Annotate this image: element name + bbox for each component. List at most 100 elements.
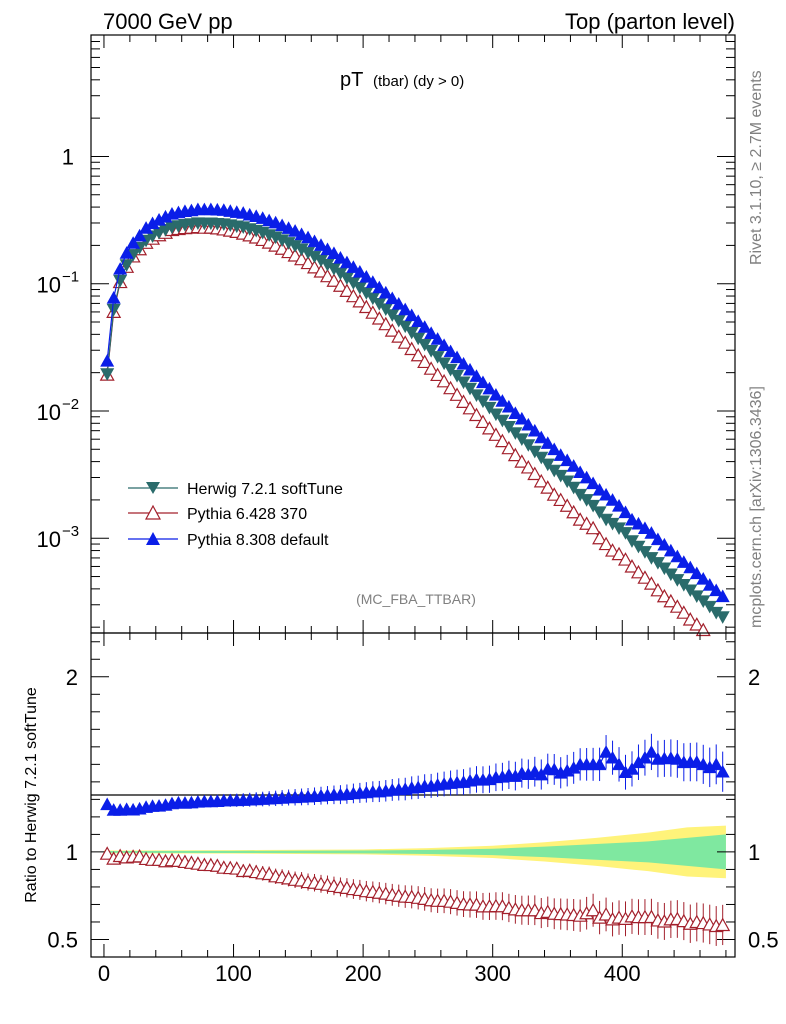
data-point-pythia6 [384, 323, 400, 337]
data-point-pythia8 [437, 338, 452, 351]
legend-entry-herwig: Herwig 7.2.1 softTune [128, 481, 343, 498]
data-point-pythia8 [650, 532, 665, 546]
data-point-pythia6 [358, 299, 374, 314]
data-point-pythia6 [449, 387, 465, 401]
data-point-pythia8 [313, 238, 329, 251]
data-point-pythia6 [501, 440, 517, 455]
data-point-pythia8 [644, 526, 659, 539]
ratio-point-pythia8 [612, 757, 627, 771]
data-point-pythia6 [514, 454, 530, 468]
x-tick-label: 200 [345, 961, 382, 986]
data-point-pythia6 [494, 433, 510, 448]
data-point-pythia8 [560, 453, 575, 467]
data-point-pythia8 [339, 255, 354, 269]
data-point-herwig [100, 368, 115, 381]
analysis-tag: (MC_FBA_TTBAR) [356, 591, 476, 607]
data-point-pythia8 [443, 344, 458, 358]
data-point-pythia8 [709, 583, 724, 597]
data-point-pythia8 [385, 291, 400, 305]
data-point-pythia6 [630, 564, 646, 579]
data-point-pythia6 [617, 552, 634, 566]
ratio-uncertainty-band [103, 825, 726, 879]
data-point-herwig [450, 369, 465, 383]
series-pythia6 [99, 219, 711, 637]
data-point-pythia6 [397, 335, 413, 349]
ratio-point-pythia6 [715, 917, 731, 932]
data-point-herwig [463, 382, 478, 396]
ratio-y-axis-label: Ratio to Herwig 7.2.1 softTune [23, 687, 40, 903]
data-point-pythia6 [443, 380, 459, 395]
data-point-pythia6 [611, 546, 627, 561]
main-y-tick-label: 1 [62, 144, 74, 169]
ratio-y-tick-label-right: 2 [748, 665, 760, 690]
data-point-pythia8 [612, 498, 627, 512]
ratio-point-pythia8 [599, 745, 614, 758]
ratio-axis-ticks [91, 633, 735, 958]
data-point-pythia8 [469, 369, 484, 382]
data-point-pythia8 [404, 308, 419, 322]
data-point-pythia6 [300, 255, 316, 270]
data-point-herwig [715, 611, 730, 624]
data-point-pythia6 [592, 530, 608, 545]
ratio-point-pythia6 [598, 907, 614, 921]
data-point-pythia8 [119, 246, 134, 259]
data-point-pythia6 [404, 341, 420, 356]
data-point-herwig [560, 475, 575, 489]
data-point-herwig [501, 421, 516, 434]
legend-marker-pythia6 [144, 504, 162, 520]
ratio-series-pythia8 [100, 733, 730, 816]
data-point-pythia8 [106, 290, 121, 304]
data-point-pythia8 [475, 375, 490, 389]
ratio-y-tick-label: 2 [66, 665, 78, 690]
data-point-pythia8 [501, 399, 516, 413]
data-point-pythia6 [682, 612, 698, 626]
ratio-point-pythia8 [624, 762, 639, 775]
data-point-pythia6 [553, 492, 569, 507]
ratio-y-tick-label: 1 [66, 840, 78, 865]
ratio-y-tick-label: 0.5 [47, 927, 78, 952]
data-point-pythia6 [585, 520, 601, 535]
data-point-pythia8 [663, 543, 678, 557]
data-point-pythia8 [391, 297, 406, 310]
data-point-herwig [437, 357, 452, 371]
data-point-pythia8 [702, 578, 717, 591]
data-point-pythia8 [689, 566, 704, 580]
data-point-pythia6 [475, 414, 491, 429]
data-point-pythia8 [599, 487, 614, 501]
data-point-pythia6 [313, 264, 329, 278]
data-point-herwig [521, 439, 536, 452]
data-point-pythia6 [650, 582, 666, 597]
data-point-pythia6 [319, 268, 335, 283]
ratio-band-inner [103, 834, 726, 870]
main-series [99, 202, 730, 637]
ratio-series-pythia6 [99, 846, 731, 946]
data-point-pythia8 [521, 417, 536, 431]
data-point-pythia8 [670, 549, 685, 563]
data-point-pythia6 [488, 427, 504, 441]
data-point-pythia6 [598, 536, 614, 551]
data-point-pythia6 [579, 516, 595, 530]
x-tick-label: 400 [604, 961, 641, 986]
title-sub: (tbar) (dy > 0) [373, 73, 464, 90]
legend: Herwig 7.2.1 softTune Pythia 6.428 370 P… [128, 481, 343, 549]
data-point-herwig [430, 351, 445, 364]
legend-marker-herwig [146, 482, 160, 494]
data-point-pythia6 [436, 373, 452, 388]
ratio-point-pythia8 [592, 757, 607, 771]
data-point-pythia6 [468, 407, 485, 422]
data-point-pythia6 [643, 576, 659, 590]
data-point-pythia6 [669, 599, 685, 613]
data-point-herwig [534, 451, 549, 465]
data-point-pythia8 [333, 250, 348, 264]
data-point-herwig [482, 401, 497, 415]
data-point-pythia8 [126, 236, 141, 249]
data-point-pythia8 [508, 406, 523, 420]
data-point-herwig [618, 527, 633, 540]
data-point-pythia8 [100, 353, 115, 367]
data-point-pythia8 [527, 423, 542, 437]
data-point-pythia6 [326, 273, 342, 287]
data-point-pythia6 [352, 293, 368, 308]
data-point-pythia6 [559, 498, 575, 512]
data-point-herwig [106, 303, 121, 317]
